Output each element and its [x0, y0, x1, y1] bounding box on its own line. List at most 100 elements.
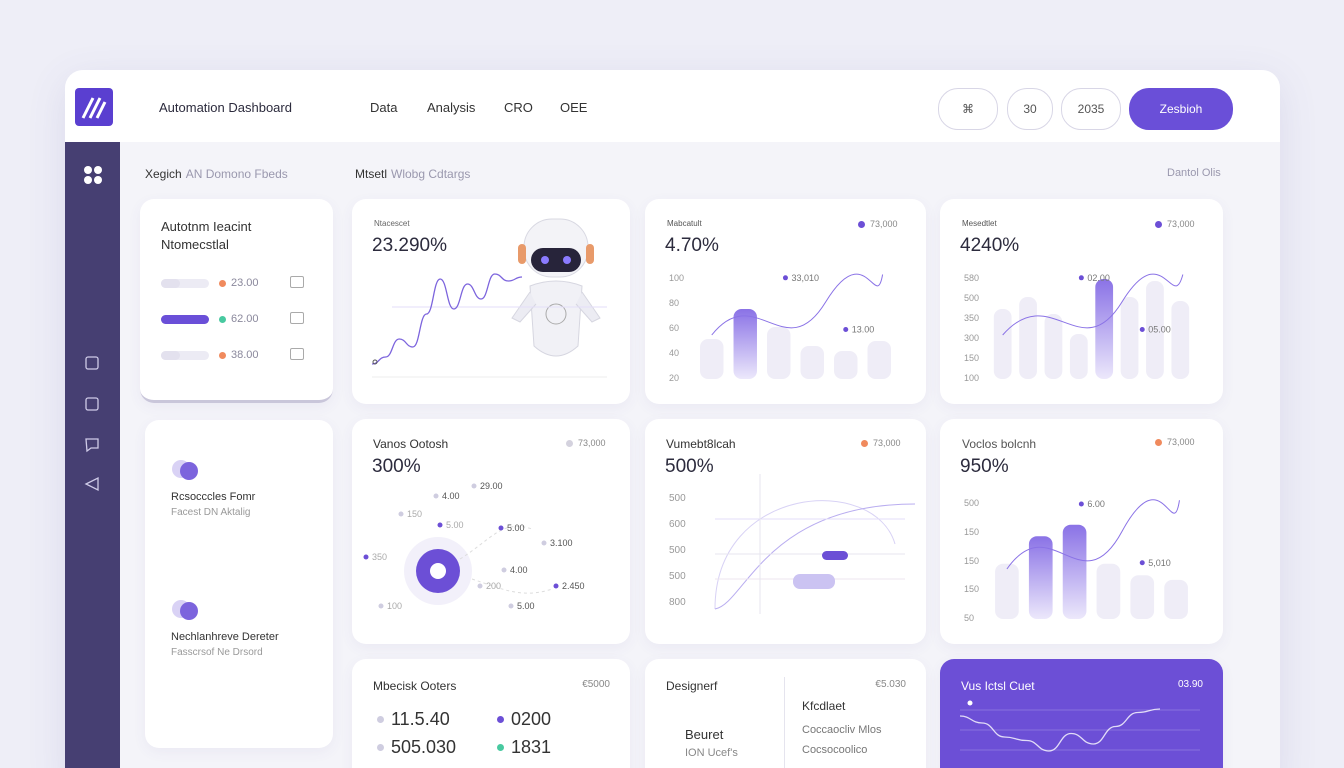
point [553, 583, 559, 589]
icon-button[interactable]: ⌘ [938, 88, 998, 130]
legend-dot [377, 744, 384, 751]
point-label: 4.00 [510, 565, 528, 575]
card-value: 23.290% [372, 235, 448, 256]
card-value: 500% [665, 456, 714, 477]
progress-bar [161, 351, 181, 360]
card-legend: 73,000 [870, 219, 898, 229]
card-value: 300% [372, 456, 421, 477]
point [498, 525, 504, 531]
trend-curve [1006, 499, 1180, 570]
y-tick-label: 350 [964, 313, 980, 323]
button[interactable]: 2035 [1061, 88, 1121, 130]
point [471, 483, 477, 489]
line-chart [960, 700, 1200, 752]
card-title: Vanos Ootosh [373, 437, 449, 451]
legend-dot [861, 440, 868, 447]
y-tick-label: 500 [669, 545, 686, 556]
bar [800, 346, 824, 379]
card-title: Voclos bolcnh [962, 437, 1037, 451]
robot-card: Ntacescet 23.290% [352, 199, 630, 404]
item-icon [172, 460, 198, 480]
point-label: 5.00 [446, 520, 464, 530]
progress-bar [161, 315, 209, 324]
top-bar: Automation Dashboard Data Analysis CRO O… [65, 70, 1280, 142]
y-tick-label: 50 [964, 613, 975, 623]
progress-track [161, 315, 209, 324]
nav-icon[interactable] [85, 397, 99, 411]
button[interactable]: 30 [1007, 88, 1053, 130]
legend-dot [219, 280, 226, 287]
card-legend: €5000 [582, 679, 610, 690]
y-tick-label: 150 [964, 584, 980, 595]
point-label: 3.100 [550, 538, 573, 548]
card-title: Vus Ictsl Cuet [961, 679, 1035, 693]
y-tick-label: 600 [669, 519, 686, 530]
nav-icon[interactable] [85, 438, 99, 453]
curve-card: Vumebt8lcah 500% 73,000 500 600 500 500 800 [645, 419, 926, 644]
item-title: Nechlanhreve Dereter [171, 631, 279, 643]
designer-card: Designerf €5.030 Beuret ION Ucef's Kfcdlae… [645, 659, 926, 768]
detail-text: Kfcdlaet [802, 699, 846, 713]
range-bar [793, 574, 835, 589]
y-tick-label: 500 [964, 293, 980, 303]
point-label: 350 [372, 552, 387, 562]
bar [1120, 297, 1139, 379]
metric-value: 11.5.40 [391, 709, 450, 729]
bar [700, 339, 724, 379]
bar [1019, 297, 1037, 379]
bar-card: Mesedtlet 4240% 73,000 580 500 350 300 150 100 02… [940, 199, 1223, 404]
legend-dot [1155, 439, 1162, 446]
nav-icon[interactable] [85, 356, 99, 370]
bar [1130, 575, 1155, 619]
callout-dot [1078, 501, 1084, 507]
progress-track [161, 351, 209, 360]
row-value: 23.00 [231, 277, 259, 289]
card-legend: €5.030 [875, 679, 906, 690]
item-icon [172, 600, 198, 620]
nav-link[interactable]: CRO [504, 100, 533, 115]
legend-dot [377, 716, 384, 723]
chart: 02.00 05.00 [993, 273, 1190, 379]
bar [834, 351, 858, 379]
card-label: Ntacescet [374, 219, 410, 228]
metric-value: 505.030 [391, 737, 457, 757]
bar [767, 327, 791, 379]
detail-text: Coccaocliv Mlos [802, 724, 882, 736]
highlight-card: Vus Ictsl Cuet 03.90 [940, 659, 1223, 768]
app-title: Automation Dashboard [159, 100, 292, 115]
section-heading: Dantol Olis [1167, 167, 1221, 179]
legend-dot [566, 440, 573, 447]
point [398, 511, 404, 517]
callout-label: 05.00 [1148, 325, 1171, 335]
chart: 33,010 13.00 [700, 273, 891, 379]
nav-link[interactable]: OEE [560, 100, 588, 115]
card-legend: 03.90 [1177, 679, 1203, 690]
point [433, 493, 439, 499]
primary-button[interactable]: Zesbioh [1129, 88, 1233, 130]
callout-dot [1078, 275, 1084, 281]
bubble-card: Vanos Ootosh 300% 73,000 4.00 29.00 5.00 3.100… [352, 419, 630, 644]
arc [714, 500, 896, 610]
section-heading: Xegich AN Domono Fbeds [145, 167, 288, 181]
menu-icon[interactable] [84, 166, 102, 184]
bar-card: Mabcatult 4.70% 73,000 100 80 60 40 20 33,010 13.… [645, 199, 926, 404]
nav-link[interactable]: Data [370, 100, 398, 115]
card-value: 4240% [960, 235, 1020, 256]
point-label: 150 [407, 509, 422, 519]
sidebar [65, 142, 120, 768]
y-tick-label: 150 [964, 353, 980, 363]
nav-icon[interactable] [84, 476, 99, 492]
point-label: 5.00 [517, 601, 535, 611]
robot-eye [541, 256, 549, 264]
progress-track [161, 279, 209, 288]
logo[interactable] [75, 88, 113, 126]
point [437, 522, 443, 528]
row-action [290, 312, 304, 324]
nav-link[interactable]: Analysis [427, 100, 476, 115]
point [508, 603, 514, 609]
card-legend: 73,000 [1167, 219, 1195, 229]
trend-line [960, 708, 1161, 752]
flow-line [459, 525, 553, 594]
section-heading: Mtsetl Wlobg Cdtargs [355, 167, 470, 181]
chart: 4.00 29.00 5.00 3.100 4.00 2.450 5.00 150 350 100… [363, 481, 585, 611]
